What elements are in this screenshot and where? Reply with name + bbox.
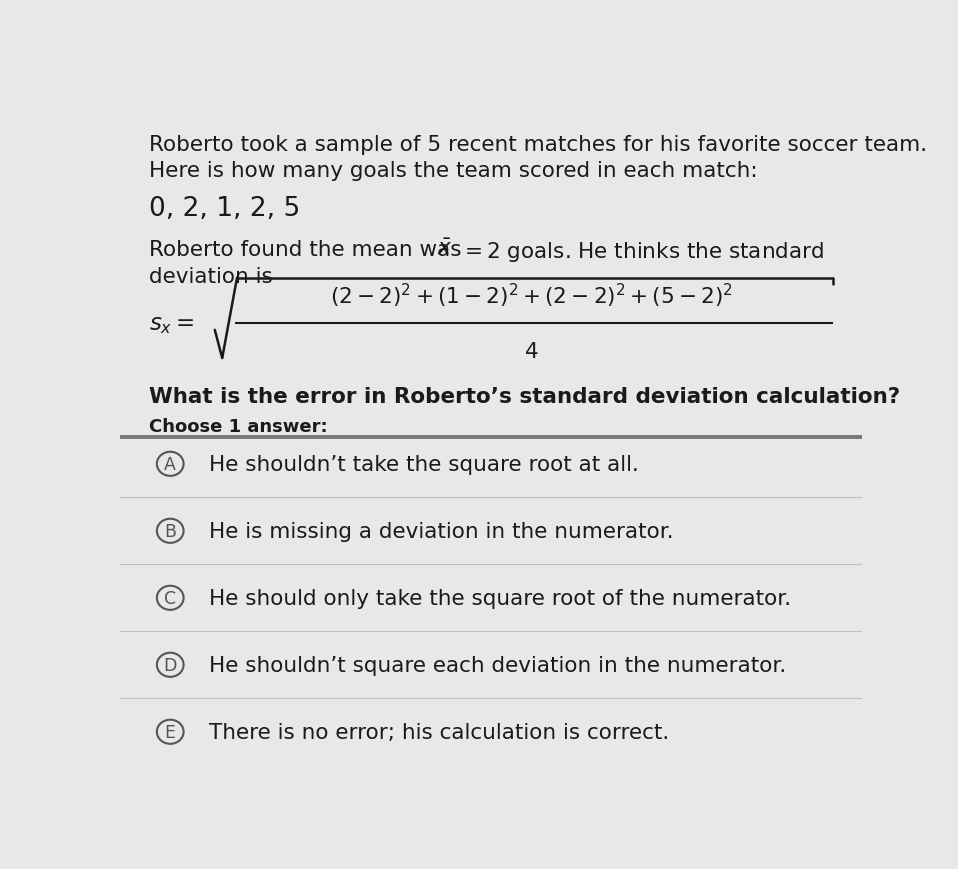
Text: He shouldn’t take the square root at all.: He shouldn’t take the square root at all… xyxy=(209,454,639,474)
Text: $\bar{x}$: $\bar{x}$ xyxy=(437,238,452,258)
Text: Roberto found the mean was: Roberto found the mean was xyxy=(149,240,468,260)
Text: Roberto took a sample of 5 recent matches for his favorite soccer team.: Roberto took a sample of 5 recent matche… xyxy=(149,135,927,155)
Text: $= 2$ goals. He thinks the standard: $= 2$ goals. He thinks the standard xyxy=(460,240,824,263)
Text: He is missing a deviation in the numerator.: He is missing a deviation in the numerat… xyxy=(209,521,673,541)
Text: 0, 2, 1, 2, 5: 0, 2, 1, 2, 5 xyxy=(149,196,301,222)
Text: He shouldn’t square each deviation in the numerator.: He shouldn’t square each deviation in th… xyxy=(209,655,787,675)
Text: Choose 1 answer:: Choose 1 answer: xyxy=(149,417,328,435)
Text: There is no error; his calculation is correct.: There is no error; his calculation is co… xyxy=(209,722,669,742)
Text: $(2-2)^2+(1-2)^2+(2-2)^2+(5-2)^2$: $(2-2)^2+(1-2)^2+(2-2)^2+(5-2)^2$ xyxy=(331,282,733,309)
Text: E: E xyxy=(165,723,175,741)
Text: What is the error in Roberto’s standard deviation calculation?: What is the error in Roberto’s standard … xyxy=(149,387,901,407)
Text: 4: 4 xyxy=(525,342,538,362)
Text: A: A xyxy=(165,455,176,474)
Text: C: C xyxy=(164,589,176,607)
Text: B: B xyxy=(164,522,176,541)
Text: deviation is: deviation is xyxy=(149,266,273,286)
Text: $s_x =$: $s_x =$ xyxy=(149,312,194,335)
Text: Here is how many goals the team scored in each match:: Here is how many goals the team scored i… xyxy=(149,161,758,181)
Text: He should only take the square root of the numerator.: He should only take the square root of t… xyxy=(209,588,791,608)
Text: D: D xyxy=(164,656,177,674)
